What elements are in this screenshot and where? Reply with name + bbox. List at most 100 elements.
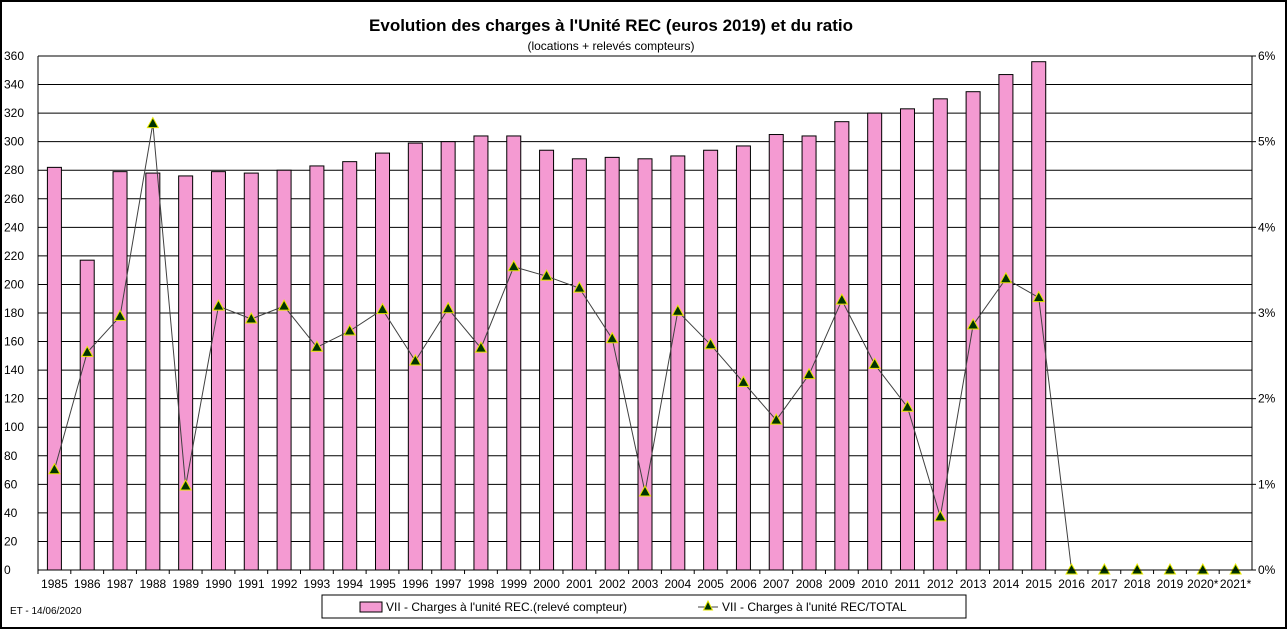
y-tick-label: 280 xyxy=(4,163,24,177)
x-tick-label: 1993 xyxy=(304,577,331,591)
x-tick-label: 1990 xyxy=(205,577,232,591)
bar-1997 xyxy=(440,141,456,571)
x-tick-label: 2013 xyxy=(960,577,987,591)
bar-1987 xyxy=(112,171,128,571)
x-tick-label: 1999 xyxy=(500,577,527,591)
ratio-point-1990 xyxy=(212,299,225,311)
bar-2015 xyxy=(1031,61,1047,571)
bar-2007 xyxy=(768,134,784,571)
x-tick-label: 2005 xyxy=(697,577,724,591)
x-tick-label: 1986 xyxy=(74,577,101,591)
bar-1986 xyxy=(79,259,95,571)
bar-1989 xyxy=(178,175,194,571)
ratio-point-2016 xyxy=(1065,562,1078,575)
x-tick-label: 2019 xyxy=(1157,577,1184,591)
x-tick-label: 2012 xyxy=(927,577,954,591)
ratio-point-2021* xyxy=(1229,562,1242,575)
legend-line-label: VII - Charges à l'unité REC/TOTAL xyxy=(722,600,907,614)
y-tick-label: 200 xyxy=(4,277,24,291)
ratio-point-1995 xyxy=(376,302,389,315)
y2-tick-label: 6% xyxy=(1258,49,1276,63)
x-tick-label: 1997 xyxy=(435,577,462,591)
x-tick-label: 2011 xyxy=(895,577,921,591)
x-tick-label: 2014 xyxy=(993,577,1020,591)
ratio-point-2009 xyxy=(835,293,849,305)
y-tick-label: 40 xyxy=(4,506,18,520)
bar-1998 xyxy=(473,135,489,571)
legend-triangle-marker-icon xyxy=(702,599,714,611)
ratio-point-1997 xyxy=(441,301,455,314)
ratio-point-2019 xyxy=(1163,562,1177,575)
x-tick-label: 2009 xyxy=(829,577,856,591)
bar-2010 xyxy=(867,112,883,571)
ratio-point-1993 xyxy=(310,340,324,352)
x-tick-label: 1992 xyxy=(271,577,298,591)
ratio-point-2013 xyxy=(966,317,980,330)
ratio-point-2018 xyxy=(1130,562,1144,575)
bar-2014 xyxy=(998,74,1014,571)
y2-tick-label: 0% xyxy=(1258,563,1276,577)
y-tick-label: 140 xyxy=(4,363,24,377)
bar-2003 xyxy=(637,158,653,571)
bar-1992 xyxy=(276,169,292,571)
y-tick-label: 320 xyxy=(4,106,24,120)
y2-tick-label: 1% xyxy=(1258,477,1276,491)
x-tick-label: 2021* xyxy=(1220,577,1252,591)
y-tick-label: 100 xyxy=(4,420,24,434)
chart-subtitle: (locations + relevés compteurs) xyxy=(527,39,694,53)
y-tick-label: 240 xyxy=(4,220,24,234)
ratio-point-1992 xyxy=(277,299,291,311)
bar-2005 xyxy=(703,149,719,571)
bar-1999 xyxy=(506,135,522,571)
x-tick-label: 2008 xyxy=(796,577,823,591)
x-tick-label: 2003 xyxy=(632,577,659,591)
y2-tick-label: 5% xyxy=(1258,135,1276,149)
y2-tick-label: 4% xyxy=(1258,220,1276,234)
y-tick-label: 80 xyxy=(4,449,18,463)
ratio-point-1991 xyxy=(244,311,258,324)
y-tick-label: 220 xyxy=(4,249,24,263)
bar-1995 xyxy=(375,152,391,571)
legend: VII - Charges à l'unité REC.(relevé comp… xyxy=(321,594,967,619)
x-tick-label: 2016 xyxy=(1058,577,1085,591)
y-tick-label: 300 xyxy=(4,135,24,149)
x-tick-label: 2007 xyxy=(763,577,790,591)
ratio-point-2015 xyxy=(1032,290,1046,303)
bar-2008 xyxy=(801,135,817,571)
ratio-point-2007 xyxy=(769,413,783,425)
bar-1990 xyxy=(210,171,226,571)
y2-tick-label: 2% xyxy=(1258,392,1276,406)
x-tick-label: 1998 xyxy=(468,577,495,591)
chart-title: Evolution des charges à l'Unité REC (eur… xyxy=(369,16,853,35)
ratio-point-1987 xyxy=(113,309,127,321)
y-tick-label: 160 xyxy=(4,335,24,349)
ratio-point-1999 xyxy=(507,259,521,272)
ratio-point-2005 xyxy=(704,337,717,350)
ratio-point-2012 xyxy=(933,509,947,522)
bar-1994 xyxy=(342,161,358,571)
y-tick-label: 340 xyxy=(4,78,24,92)
x-tick-label: 2000 xyxy=(533,577,560,591)
x-tick-label: 2004 xyxy=(664,577,691,591)
bar-2004 xyxy=(670,155,686,571)
bar-2013 xyxy=(965,91,981,571)
x-tick-label: 1996 xyxy=(402,577,429,591)
y-tick-label: 180 xyxy=(4,306,24,320)
x-tick-label: 1985 xyxy=(41,577,68,591)
x-tick-label: 2002 xyxy=(599,577,626,591)
ratio-point-2006 xyxy=(737,375,750,387)
ratio-point-1985 xyxy=(48,462,61,475)
x-tick-label: 2018 xyxy=(1124,577,1151,591)
y-tick-label: 20 xyxy=(4,534,18,548)
ratio-point-2000 xyxy=(540,269,553,281)
ratio-point-1996 xyxy=(408,353,422,366)
x-tick-label: 1994 xyxy=(336,577,363,591)
ratio-point-2011 xyxy=(901,400,914,412)
ratio-point-2003 xyxy=(638,485,652,497)
bar-1991 xyxy=(243,172,259,571)
bar-1988 xyxy=(145,172,161,571)
ratio-point-2001 xyxy=(573,281,586,293)
legend-bar-swatch xyxy=(359,601,383,613)
x-tick-label: 2017 xyxy=(1091,577,1118,591)
y2-tick-label: 3% xyxy=(1258,306,1276,320)
